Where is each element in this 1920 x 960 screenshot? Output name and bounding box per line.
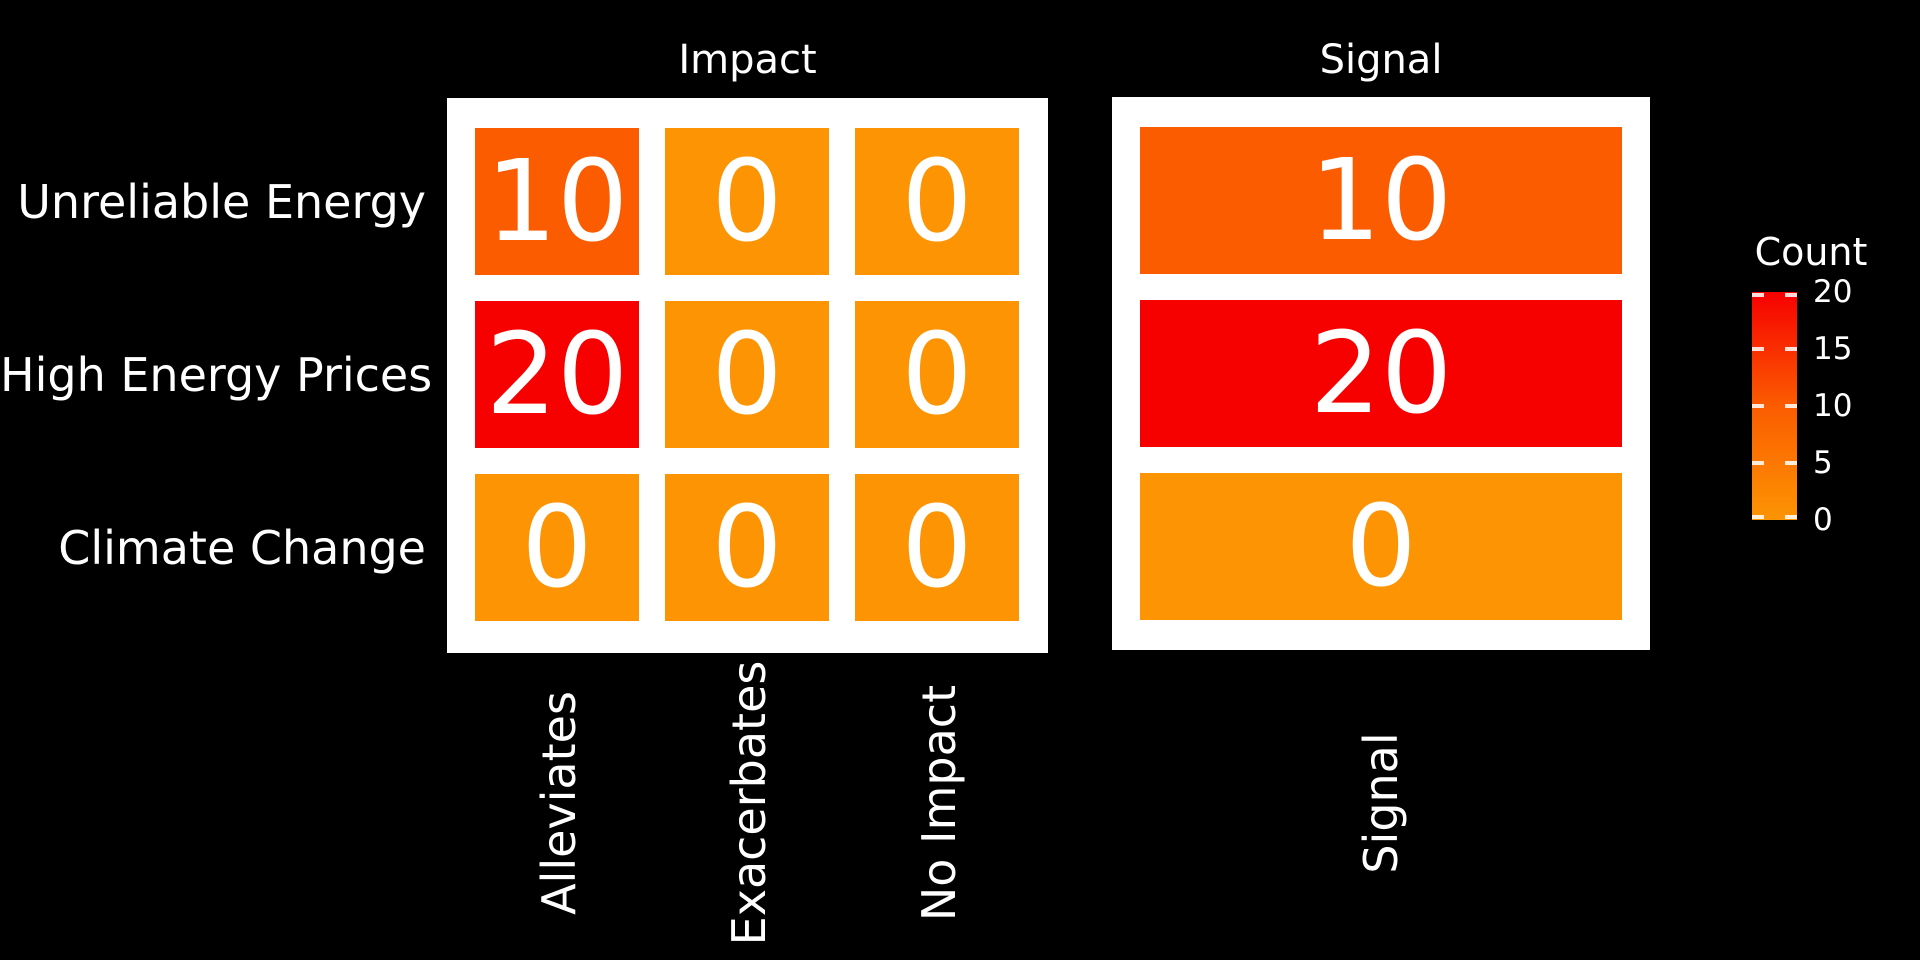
colorbar-tick-label: 10 <box>1813 388 1853 424</box>
heatmap-cell: 0 <box>1140 473 1622 620</box>
heatmap-cell: 0 <box>475 474 639 621</box>
signal-panel-title: Signal <box>1319 37 1443 83</box>
heatmap-cell: 0 <box>665 128 829 275</box>
colorbar-tick-label: 15 <box>1813 331 1853 367</box>
colorbar-tick-label: 5 <box>1813 445 1833 481</box>
impact-heatmap: 10 0 0 20 0 0 0 0 0 <box>447 98 1048 653</box>
colorbar-tick-mark <box>1785 404 1797 408</box>
row-label: Climate Change <box>58 521 426 575</box>
heatmap-cell: 10 <box>1140 127 1622 274</box>
column-label: Alleviates <box>532 691 586 915</box>
impact-panel-title: Impact <box>678 37 817 83</box>
heatmap-cell: 10 <box>475 128 639 275</box>
colorbar-tick-mark <box>1785 347 1797 351</box>
colorbar-tick-mark <box>1752 293 1764 297</box>
colorbar-tick-label: 0 <box>1813 502 1833 538</box>
row-label: High Energy Prices <box>0 348 433 402</box>
colorbar-tick-mark <box>1752 404 1764 408</box>
heatmap-cell: 0 <box>855 301 1019 448</box>
colorbar-tick-mark <box>1752 347 1764 351</box>
column-label: Signal <box>1354 732 1408 874</box>
heatmap-cell: 0 <box>855 128 1019 275</box>
column-label: Exacerbates <box>722 660 776 946</box>
heatmap-cell: 20 <box>1140 300 1622 447</box>
colorbar-tick-mark <box>1752 461 1764 465</box>
signal-heatmap: 10 20 0 <box>1112 97 1650 650</box>
colorbar-tick-mark <box>1752 515 1764 519</box>
heatmap-cell: 0 <box>665 301 829 448</box>
heatmap-cell: 0 <box>665 474 829 621</box>
colorbar-tick-mark <box>1785 515 1797 519</box>
colorbar-tick-mark <box>1785 461 1797 465</box>
colorbar-title: Count <box>1754 230 1868 274</box>
heatmap-cell: 20 <box>475 301 639 448</box>
heatmap-cell: 0 <box>855 474 1019 621</box>
row-label: Unreliable Energy <box>17 175 426 229</box>
colorbar-tick-mark <box>1785 293 1797 297</box>
colorbar-tick-label: 20 <box>1813 274 1853 310</box>
column-label: No Impact <box>912 684 966 922</box>
